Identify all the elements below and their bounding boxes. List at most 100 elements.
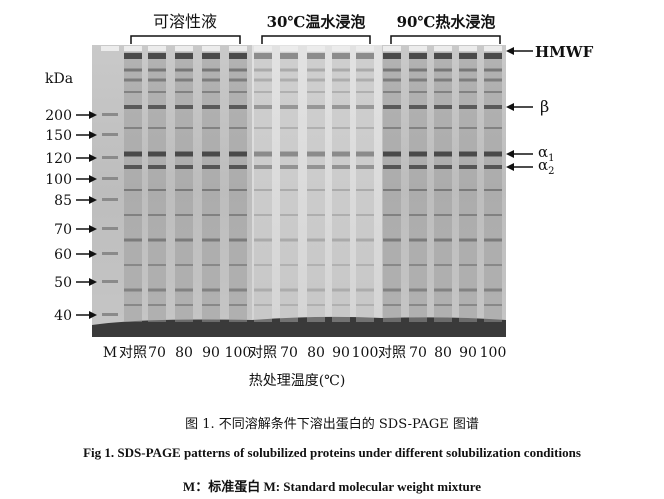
protein-band bbox=[434, 304, 452, 306]
lane-13 bbox=[434, 46, 452, 322]
protein-band bbox=[356, 151, 374, 157]
marker-weight-150: 150 bbox=[45, 128, 72, 144]
protein-band bbox=[202, 151, 220, 157]
protein-band bbox=[459, 68, 477, 72]
protein-band bbox=[254, 189, 272, 191]
protein-band bbox=[280, 304, 298, 306]
protein-band bbox=[459, 91, 477, 93]
protein-band bbox=[356, 238, 374, 242]
lane-well bbox=[409, 46, 427, 51]
protein-band bbox=[484, 151, 502, 157]
protein-band bbox=[254, 214, 272, 216]
protein-band bbox=[356, 127, 374, 129]
marker-arrowhead bbox=[89, 225, 97, 233]
marker-weight-60: 60 bbox=[54, 247, 72, 263]
lane-well bbox=[148, 46, 166, 51]
caption-chinese: 图 1. 不同溶解条件下溶出蛋白的 SDS-PAGE 图谱 bbox=[185, 417, 479, 432]
protein-band bbox=[332, 53, 350, 59]
lane-smear bbox=[148, 52, 166, 322]
protein-band bbox=[307, 264, 325, 266]
protein-band bbox=[434, 53, 452, 59]
protein-band bbox=[383, 105, 401, 109]
lane-well bbox=[254, 46, 272, 51]
caption-english: Fig 1. SDS-PAGE patterns of solubilized … bbox=[83, 445, 581, 460]
protein-band bbox=[434, 264, 452, 266]
protein-band bbox=[484, 53, 502, 59]
protein-band bbox=[383, 68, 401, 72]
protein-band bbox=[148, 151, 166, 157]
protein-band bbox=[356, 53, 374, 59]
protein-band bbox=[307, 288, 325, 292]
protein-band bbox=[148, 53, 166, 59]
protein-band bbox=[356, 189, 374, 191]
protein-band bbox=[332, 127, 350, 129]
protein-band bbox=[332, 288, 350, 292]
bracket-soluble bbox=[130, 35, 241, 44]
protein-band bbox=[332, 238, 350, 242]
group-label-30c: 30℃温水浸泡 bbox=[267, 13, 366, 31]
marker-arrowhead bbox=[89, 311, 97, 319]
lane-2 bbox=[148, 46, 166, 322]
lane-label: 80 bbox=[307, 345, 325, 361]
protein-band bbox=[202, 165, 220, 169]
protein-band bbox=[124, 105, 142, 109]
marker-band bbox=[102, 177, 118, 180]
protein-band bbox=[202, 91, 220, 93]
protein-band bbox=[434, 214, 452, 216]
protein-band bbox=[484, 165, 502, 169]
lane-well bbox=[229, 46, 247, 51]
protein-band bbox=[280, 288, 298, 292]
protein-band bbox=[202, 68, 220, 72]
protein-band bbox=[409, 105, 427, 109]
protein-band bbox=[148, 78, 166, 82]
protein-band bbox=[434, 238, 452, 242]
protein-band bbox=[409, 189, 427, 191]
protein-band bbox=[202, 189, 220, 191]
protein-band bbox=[124, 189, 142, 191]
lane-10 bbox=[356, 46, 374, 322]
protein-band bbox=[124, 78, 142, 82]
protein-band bbox=[484, 91, 502, 93]
protein-band bbox=[459, 151, 477, 157]
marker-ticks: 200 150 120 100 85 70 60 50 40 bbox=[45, 108, 97, 324]
protein-band bbox=[229, 288, 247, 292]
protein-band bbox=[383, 78, 401, 82]
band-annotations: HMWF β α1 α2 bbox=[506, 43, 594, 177]
protein-band bbox=[254, 78, 272, 82]
beta-arrowhead bbox=[506, 103, 514, 111]
protein-band bbox=[280, 68, 298, 72]
lane-smear bbox=[124, 52, 142, 322]
protein-band bbox=[356, 288, 374, 292]
protein-band bbox=[175, 264, 193, 266]
protein-band bbox=[229, 53, 247, 59]
protein-band bbox=[459, 78, 477, 82]
lane-well bbox=[124, 46, 142, 51]
lane-smear bbox=[484, 52, 502, 322]
protein-band bbox=[332, 189, 350, 191]
protein-band bbox=[175, 304, 193, 306]
lane-label: 对照 bbox=[119, 345, 147, 361]
lane-11 bbox=[383, 46, 401, 322]
marker-weight-40: 40 bbox=[54, 308, 72, 324]
protein-band bbox=[148, 304, 166, 306]
bracket-30c bbox=[261, 35, 371, 44]
protein-band bbox=[307, 238, 325, 242]
protein-band bbox=[484, 288, 502, 292]
protein-band bbox=[148, 288, 166, 292]
protein-band bbox=[332, 264, 350, 266]
lane-smear bbox=[409, 52, 427, 322]
protein-band bbox=[202, 304, 220, 306]
protein-band bbox=[307, 127, 325, 129]
lane-label: 80 bbox=[434, 345, 452, 361]
protein-band bbox=[229, 264, 247, 266]
marker-band bbox=[102, 313, 118, 316]
protein-band bbox=[409, 91, 427, 93]
protein-band bbox=[229, 151, 247, 157]
protein-band bbox=[484, 264, 502, 266]
protein-band bbox=[459, 105, 477, 109]
protein-band bbox=[332, 151, 350, 157]
protein-band bbox=[202, 288, 220, 292]
protein-band bbox=[229, 68, 247, 72]
lane-well bbox=[307, 46, 325, 51]
protein-band bbox=[434, 127, 452, 129]
